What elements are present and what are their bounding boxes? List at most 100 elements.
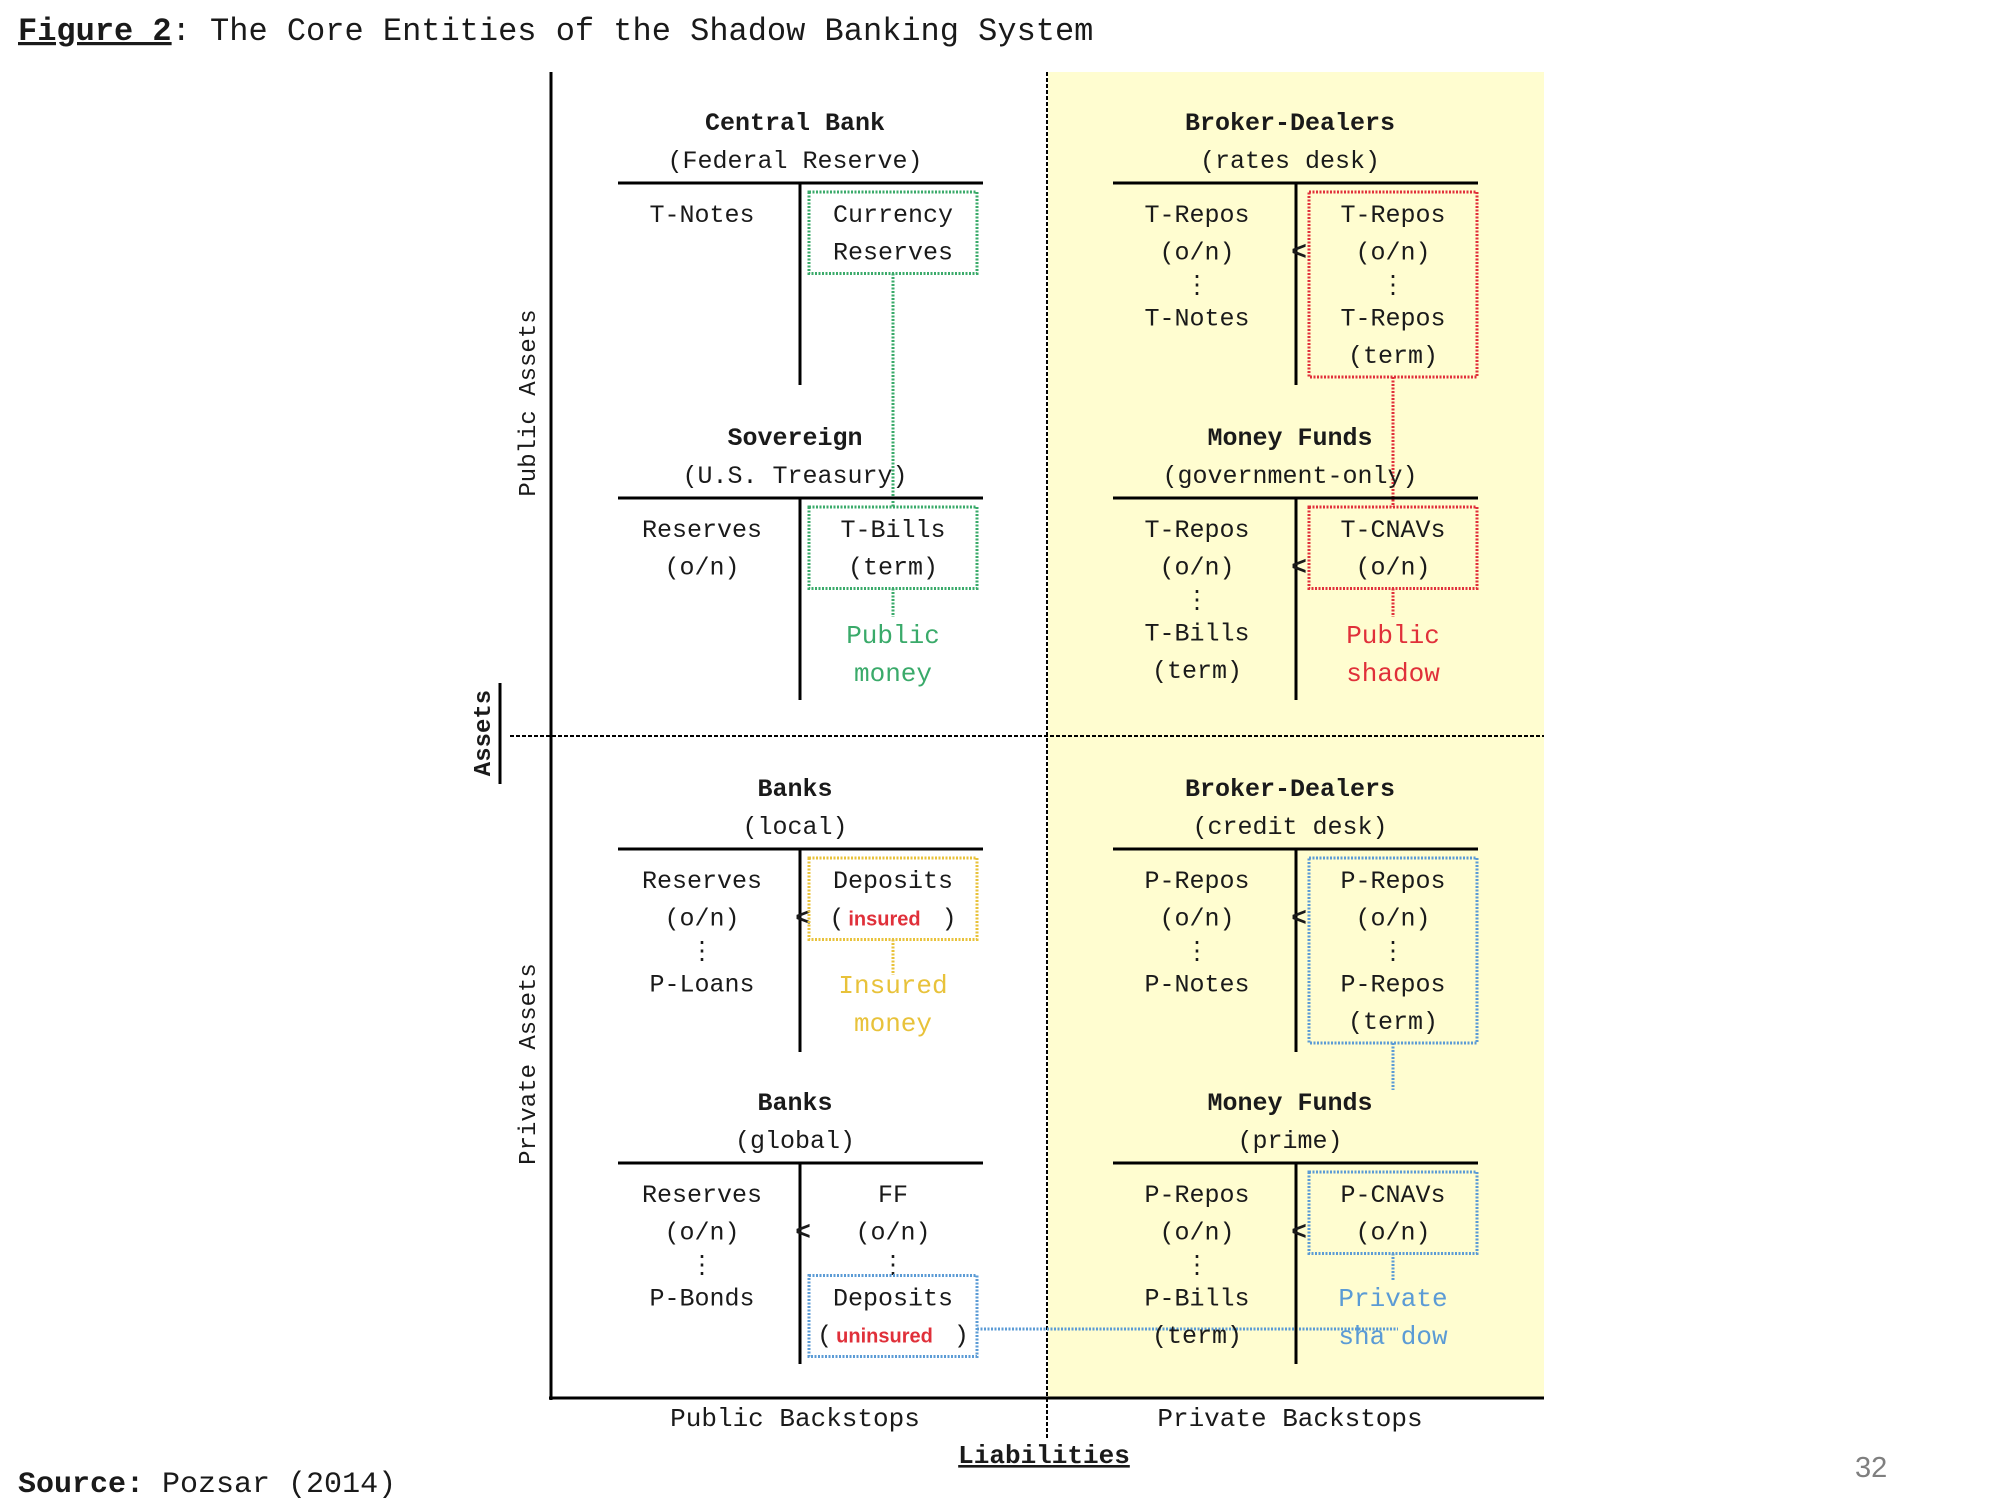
entity-bd-credit: Broker-Dealers (credit desk) P-Repos (o/n) ⋮… (1113, 775, 1479, 1052)
ellipsis-icon: ⋮ (1185, 272, 1210, 301)
assets-axis-label: Assets (471, 690, 498, 776)
liability-item: (term) (1348, 1008, 1438, 1037)
entity-sovereign: Sovereign (U.S. Treasury) Reserves (o/n) T-B… (618, 424, 983, 700)
liability-item: P-Repos (1340, 971, 1445, 1000)
deposit-tag: (uninsured ) (817, 1322, 969, 1351)
less-than-marker: < (1291, 553, 1307, 583)
entity-subtitle: (government-only) (1162, 462, 1417, 491)
asset-item: P-Repos (1144, 867, 1249, 896)
figure-label: Figure 2 (18, 13, 172, 50)
liability-item: FF (878, 1181, 908, 1210)
liability-item: Currency (833, 201, 953, 230)
asset-item: T-Repos (1144, 201, 1249, 230)
asset-item: (o/n) (664, 554, 739, 583)
entity-name: Banks (757, 775, 832, 804)
asset-item: T-Notes (649, 201, 754, 230)
highlight-box (1307, 1170, 1479, 1255)
liability-item: (o/n) (1355, 554, 1430, 583)
highlight-box (1307, 856, 1479, 1045)
entity-name: Broker-Dealers (1185, 109, 1395, 138)
entity-subtitle: (global) (735, 1127, 855, 1156)
figure-title-text: : The Core Entities of the Shadow Bankin… (172, 13, 1094, 50)
ellipsis-icon: ⋮ (1185, 587, 1210, 616)
ellipsis-icon: ⋮ (1381, 938, 1406, 967)
entity-name: Central Bank (705, 109, 885, 138)
asset-item: P-Bills (1144, 1285, 1249, 1314)
less-than-marker: < (1291, 238, 1307, 268)
entities: Central Bank (Federal Reserve) T-Notes Curr… (618, 109, 1479, 1364)
asset-item: (o/n) (1159, 905, 1234, 934)
highlight-box (807, 190, 979, 275)
private-backstops-label: Private Backstops (1157, 1404, 1422, 1434)
entity-subtitle: (Federal Reserve) (667, 147, 922, 176)
liability-item: (o/n) (1355, 1219, 1430, 1248)
source-label: Source: (18, 1468, 144, 1500)
entity-name: Sovereign (727, 424, 862, 453)
asset-item: (o/n) (664, 1219, 739, 1248)
liability-item: P-Repos (1340, 867, 1445, 896)
money-type-label: sha dow (1338, 1322, 1448, 1352)
entity-banks-global: Banks (global) Reserves (o/n) ⋮ P-Bonds FF (o/n… (618, 1089, 983, 1364)
source-text: Pozsar (2014) (144, 1468, 396, 1500)
tag-paren-close: ) (939, 1322, 969, 1351)
entity-name: Money Funds (1207, 424, 1372, 453)
ellipsis-icon: ⋮ (690, 1252, 715, 1281)
asset-item: P-Loans (649, 971, 754, 1000)
asset-item: (o/n) (1159, 554, 1234, 583)
liabilities-axis-label: Liabilities (958, 1441, 1130, 1471)
asset-item: T-Bills (1144, 620, 1249, 649)
entity-mf-gov: Money Funds (government-only) T-Repos (o/n)… (1113, 424, 1479, 700)
ellipsis-icon: ⋮ (1185, 938, 1210, 967)
highlight-box (1307, 190, 1479, 379)
entity-name: Money Funds (1207, 1089, 1372, 1118)
money-type-label: shadow (1346, 659, 1440, 689)
highlight-box (807, 505, 979, 590)
liability-item: Reserves (833, 239, 953, 268)
liability-item: (o/n) (1355, 239, 1430, 268)
entity-subtitle: (U.S. Treasury) (682, 462, 907, 491)
asset-item: T-Notes (1144, 305, 1249, 334)
less-than-marker: < (795, 904, 811, 934)
entity-banks-local: Banks (local) Reserves (o/n) ⋮ P-Loans Deposit… (618, 775, 983, 1052)
entity-subtitle: (local) (742, 813, 847, 842)
entity-subtitle: (credit desk) (1192, 813, 1387, 842)
asset-item: Reserves (642, 516, 762, 545)
tag-paren-open: ( (817, 1322, 832, 1351)
ellipsis-icon: ⋮ (1381, 272, 1406, 301)
less-than-marker: < (1291, 1218, 1307, 1248)
liability-item: T-Repos (1340, 305, 1445, 334)
entity-name: Broker-Dealers (1185, 775, 1395, 804)
liability-item: T-Repos (1340, 201, 1445, 230)
liability-item: (term) (848, 554, 938, 583)
asset-item: (o/n) (1159, 239, 1234, 268)
tag-paren-open: ( (829, 905, 844, 934)
highlight-box (1307, 505, 1479, 590)
less-than-marker: < (795, 1218, 811, 1248)
private-assets-label: Private Assets (516, 963, 543, 1165)
less-than-marker: < (1291, 904, 1307, 934)
tag-text: uninsured (836, 1326, 933, 1348)
liability-item: Deposits (833, 1285, 953, 1314)
liability-item: T-Bills (840, 516, 945, 545)
ellipsis-icon: ⋮ (690, 938, 715, 967)
liability-item: T-CNAVs (1340, 516, 1445, 545)
money-type-label: Public (846, 621, 940, 651)
tag-paren-close: ) (927, 905, 957, 934)
entity-subtitle: (prime) (1237, 1127, 1342, 1156)
liability-item: Deposits (833, 867, 953, 896)
entity-mf-prime: Money Funds (prime) P-Repos (o/n) ⋮ P-Bills (t… (1113, 1089, 1479, 1364)
entity-name: Banks (757, 1089, 832, 1118)
money-type-label: Private (1338, 1284, 1447, 1314)
asset-item: Reserves (642, 867, 762, 896)
entity-central-bank: Central Bank (Federal Reserve) T-Notes Curr… (618, 109, 983, 385)
liability-item: P-CNAVs (1340, 1181, 1445, 1210)
figure-title: Figure 2: The Core Entities of the Shado… (18, 13, 1093, 50)
liability-item: (o/n) (1355, 905, 1430, 934)
highlight-box (807, 856, 979, 941)
liability-item: (o/n) (855, 1219, 930, 1248)
public-backstops-label: Public Backstops (670, 1404, 920, 1434)
tag-text: insured (848, 909, 920, 931)
money-type-label: Insured (838, 971, 947, 1001)
entity-subtitle: (rates desk) (1200, 147, 1380, 176)
